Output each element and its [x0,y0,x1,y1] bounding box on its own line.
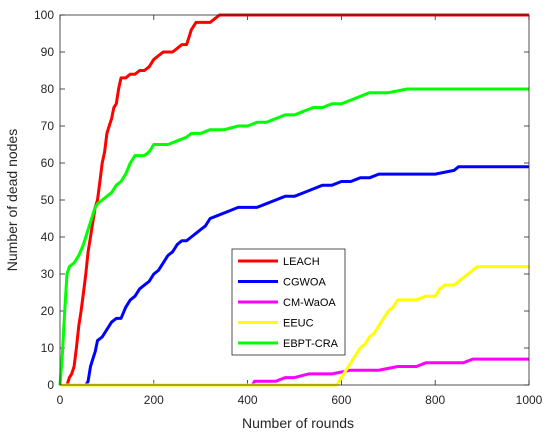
x-tick-label: 600 [331,393,351,407]
x-tick-label: 800 [425,393,445,407]
x-axis-title: Number of rounds [242,415,354,431]
y-tick-label: 0 [47,378,54,392]
series-line-cgwoa [84,165,529,386]
legend-label: EEUC [283,318,314,330]
y-tick-label: 70 [41,119,55,133]
y-tick-label: 100 [34,8,54,22]
y-tick-label: 50 [41,193,55,207]
legend: LEACH CGWOA CM-WaOA EEUC EBPT-CRA [231,248,346,356]
y-axis-title: Number of dead nodes [4,129,20,271]
series-layer [58,13,529,387]
series-line-eeuc [60,265,529,387]
y-tick-label: 20 [41,304,55,318]
y-tick-label: 80 [41,82,55,96]
series-line-leach [65,13,529,386]
legend-label: CGWOA [283,277,326,289]
x-tick-label: 1000 [516,393,543,407]
y-tick-label: 60 [41,156,55,170]
y-tick-label: 30 [41,267,55,281]
legend-label: EBPT-CRA [283,338,339,350]
plot-frame [59,14,530,386]
series-line-ebpt-cra [58,87,529,386]
x-tick-label: 200 [144,393,164,407]
plot-frame-layer [59,14,530,386]
y-tick-label: 40 [41,230,55,244]
series-line-cm-waoa [60,357,529,387]
legend-label: LEACH [283,256,320,268]
legend-label: CM-WaOA [283,297,336,309]
x-tick-label: 400 [238,393,258,407]
y-tick-label: 90 [41,45,55,59]
x-tick-label: 0 [57,393,64,407]
y-tick-label: 10 [41,341,55,355]
